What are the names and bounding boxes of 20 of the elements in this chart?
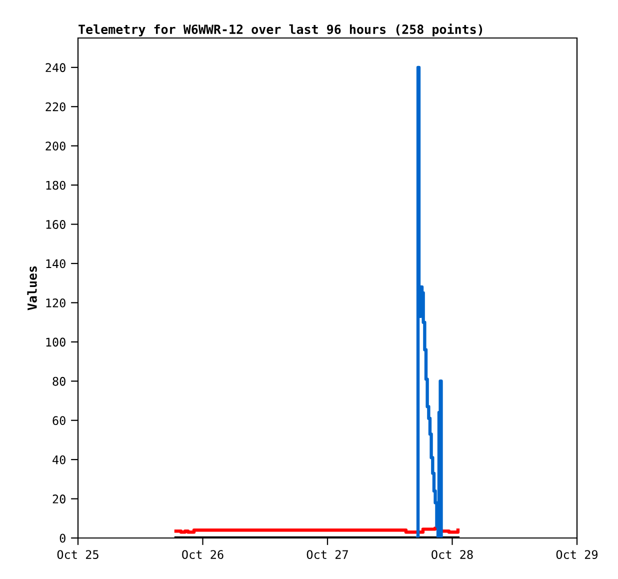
y-tick-label: 140 [46,259,66,268]
x-tick-label: Oct 28 [432,550,473,560]
x-tick-label: Oct 27 [306,550,348,560]
y-tick-label: 200 [46,142,66,151]
chart-title: Telemetry for W6WWR-12 over last 96 hours (258 points) [78,24,482,36]
y-tick-label: 160 [46,220,66,229]
y-axis-title: Values [27,266,37,310]
y-tick-label: 180 [46,180,66,190]
y-tick-label: 20 [52,494,66,504]
x-tick-label: Oct 29 [556,550,598,560]
y-tick-label: 220 [46,102,66,112]
y-tick-label: 60 [52,416,66,426]
y-tick-label: 120 [46,298,66,308]
y-tick-label: 40 [52,455,66,464]
y-tick-label: 80 [52,376,66,386]
y-tick-label: 100 [46,338,66,347]
y-tick-label: 0 [60,534,66,543]
y-tick-label: 240 [46,63,66,72]
x-tick-label: Oct 25 [57,550,98,560]
x-tick-label: Oct 26 [182,550,224,560]
